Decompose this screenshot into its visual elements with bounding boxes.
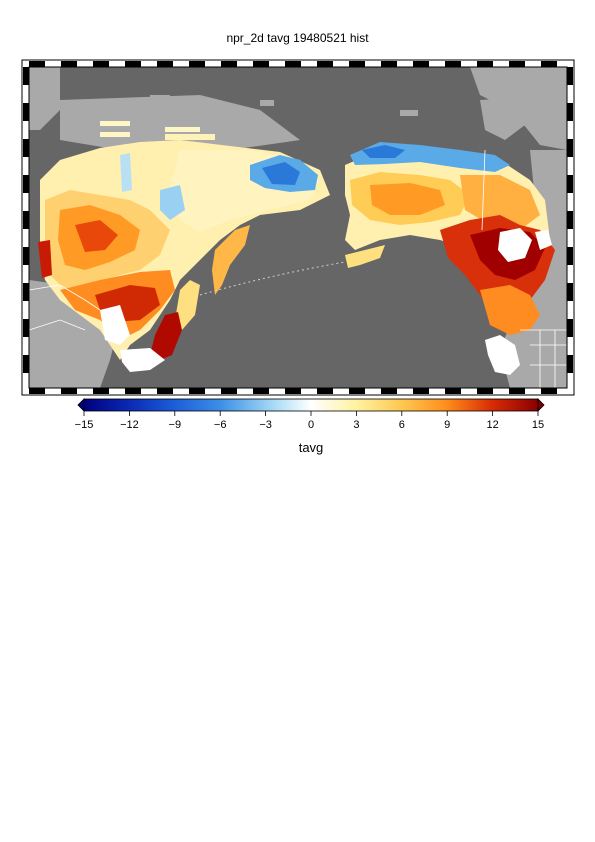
border-asia	[29, 284, 101, 311]
field-alaska-orange	[370, 183, 445, 215]
temperature-field-north-america	[345, 142, 555, 375]
land-greenland	[470, 67, 567, 150]
field-yukon-warm	[460, 175, 540, 230]
colorbar-label: tavg	[299, 440, 324, 455]
field-kamchatka-coast	[175, 280, 200, 330]
field-stripe-north	[100, 132, 130, 137]
border-us-states	[530, 330, 567, 388]
field-south-white	[485, 335, 520, 375]
land-small-island	[260, 100, 274, 106]
colorbar-bar	[83, 398, 539, 412]
field-south-tips-white	[120, 348, 165, 372]
field-south-tips-white	[100, 305, 130, 345]
field-stripe-north	[165, 127, 200, 132]
field-stripe-north	[165, 134, 215, 140]
colorbar-tick-label: −9	[169, 419, 182, 431]
land-arctic-islands	[480, 98, 525, 140]
colorbar-tick-label: 9	[444, 419, 450, 431]
frame-ticks-right	[567, 67, 573, 373]
field-sakhalin-hot	[150, 312, 182, 360]
field-cool-interior	[160, 185, 185, 220]
frame-ticks-left	[23, 67, 29, 373]
field-alaska-north-deep	[362, 145, 405, 158]
field-south-orange	[480, 285, 540, 335]
field-white-patch	[535, 230, 552, 250]
borders-layer	[29, 149, 567, 388]
field-cool-streak	[120, 153, 132, 192]
frame-ticks-bottom	[29, 388, 557, 394]
page-title: npr_2d tavg 19480521 hist	[226, 31, 369, 45]
land-west-edge	[29, 67, 60, 130]
field-siberia-west-hot	[38, 240, 52, 278]
frame-ticks-top	[29, 61, 557, 67]
field-stripe-north	[100, 121, 130, 126]
colorbar-tick-label: −15	[75, 419, 94, 431]
land-small-island	[150, 95, 170, 103]
map-frame	[21, 59, 575, 396]
colorbar-tick-label: 15	[532, 419, 544, 431]
colorbar-tick-label: −6	[214, 419, 227, 431]
colorbar: −15 −12 −9 −6 −3 0 3 6 9 12 15 tavg	[75, 398, 545, 455]
field-cool-chukotka-deep	[262, 162, 300, 185]
field-siberia-hot	[75, 220, 118, 252]
colorbar-tick-label: −12	[120, 419, 139, 431]
field-white-patch	[498, 228, 532, 262]
colorbar-arrow-right	[537, 398, 545, 412]
colorbar-tick-label: 3	[353, 419, 359, 431]
map-panel	[29, 67, 567, 388]
colorbar-tick-label: 12	[486, 419, 498, 431]
field-kamchatka-base	[212, 225, 250, 295]
colorbar-arrow-left	[77, 398, 85, 412]
land-small-island	[400, 110, 418, 116]
border-alaska-canada	[481, 149, 486, 231]
colorbar-ticks: −15 −12 −9 −6 −3 0 3 6 9 12 15	[75, 411, 544, 431]
field-alaska-peninsula	[345, 245, 385, 268]
temperature-field-siberia	[38, 121, 330, 372]
colorbar-tick-label: −3	[259, 419, 272, 431]
colorbar-tick-label: 6	[399, 419, 405, 431]
border-asia	[29, 319, 86, 331]
aleutian-chain	[199, 261, 346, 296]
colorbar-tick-label: 0	[308, 419, 314, 431]
